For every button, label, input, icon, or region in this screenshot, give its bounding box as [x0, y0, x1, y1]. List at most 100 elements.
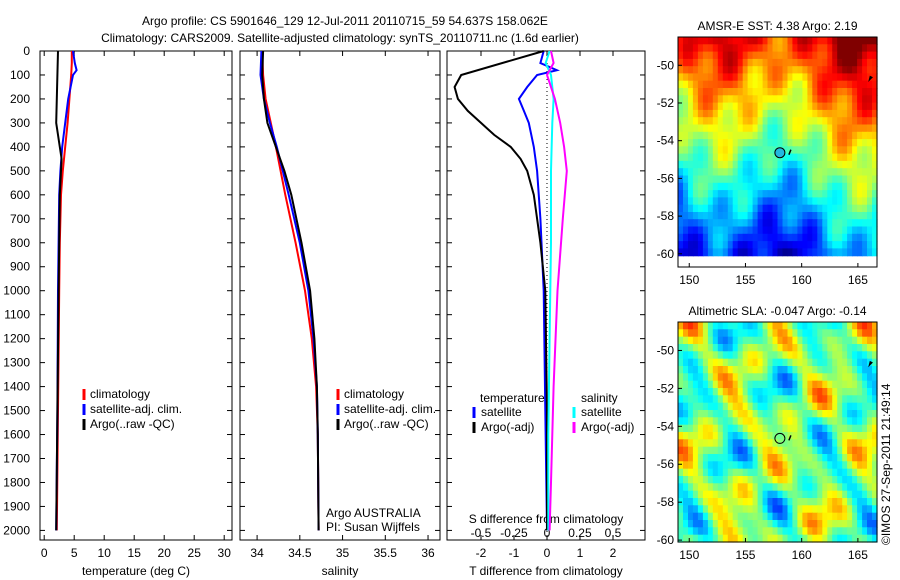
- map-cell: [757, 212, 764, 220]
- map-cell: [727, 219, 734, 228]
- map-cell: [767, 197, 774, 206]
- map-cell: [772, 410, 779, 418]
- map-cell: [683, 248, 689, 257]
- map-cell: [767, 248, 774, 257]
- map-cell: [797, 204, 803, 213]
- map-cell: [683, 417, 689, 426]
- y-tick-label: -52: [657, 381, 675, 395]
- map-cell: [807, 512, 813, 521]
- map-cell: [842, 358, 848, 367]
- map-cell: [762, 233, 769, 242]
- map-cell: [732, 168, 739, 177]
- map-cell: [777, 66, 784, 75]
- map-cell: [757, 432, 764, 440]
- map-cell: [812, 351, 818, 360]
- map-cell: [817, 109, 823, 118]
- map-cell: [732, 505, 739, 514]
- map-cell: [707, 131, 714, 140]
- map-cell: [692, 175, 699, 184]
- map-cell: [752, 373, 759, 382]
- map-cell: [822, 190, 828, 198]
- map-cell: [872, 534, 878, 543]
- map-cell: [737, 395, 744, 404]
- map-cell: [702, 498, 709, 506]
- map-cell: [857, 424, 863, 433]
- map-cell: [702, 51, 709, 60]
- map-cell: [732, 402, 739, 411]
- map-cell: [707, 468, 714, 477]
- map-cell: [832, 175, 838, 184]
- map-cell: [717, 197, 724, 206]
- map-cell: [717, 380, 724, 389]
- map-cell: [688, 527, 694, 536]
- map-cell: [742, 358, 749, 367]
- map-cell: [832, 410, 838, 418]
- map-cell: [707, 219, 714, 228]
- map-cell: [742, 424, 749, 433]
- map-cell: [688, 490, 694, 499]
- map-cell: [867, 197, 873, 206]
- map-cell: [742, 197, 749, 206]
- map-cell: [722, 248, 729, 257]
- map-cell: [697, 204, 704, 213]
- map-cell: [777, 527, 784, 536]
- map-cell: [787, 534, 794, 543]
- map-cell: [732, 395, 739, 404]
- map-cell: [732, 432, 739, 440]
- map-cell: [867, 446, 873, 455]
- map-cell: [712, 454, 719, 462]
- map-cell: [678, 410, 684, 418]
- map-cell: [717, 329, 724, 338]
- map-cell: [862, 241, 868, 249]
- map-cell: [852, 410, 858, 418]
- map-cell: [742, 190, 749, 198]
- map-cell: [822, 131, 828, 140]
- map-cell: [787, 424, 794, 433]
- map-cell: [697, 117, 704, 126]
- map-cell: [762, 388, 769, 396]
- map-cell: [867, 380, 873, 389]
- map-cell: [767, 388, 774, 396]
- map-cell: [692, 329, 699, 338]
- map-cell: [702, 402, 709, 411]
- map-cell: [872, 204, 878, 213]
- map-cell: [772, 468, 779, 477]
- map-cell: [767, 483, 774, 492]
- map-cell: [872, 476, 878, 484]
- map-cell: [842, 95, 848, 104]
- map-cell: [842, 219, 848, 228]
- map-cell: [817, 37, 823, 45]
- map-cell: [732, 476, 739, 484]
- map-cell: [782, 498, 789, 506]
- map-cell: [762, 204, 769, 213]
- map-cell: [727, 424, 734, 433]
- map-cell: [782, 226, 789, 235]
- map-cell: [752, 212, 759, 220]
- map-cell: [737, 439, 744, 448]
- map-cell: [683, 80, 689, 89]
- map-cell: [842, 351, 848, 360]
- map-cell: [797, 73, 803, 82]
- map-cell: [837, 146, 843, 155]
- map-cell: [792, 248, 798, 257]
- map-cell: [842, 417, 848, 426]
- map-cell: [762, 248, 769, 257]
- map-cell: [857, 498, 863, 506]
- y-tick-label: 1600: [3, 428, 30, 442]
- map-cell: [767, 102, 774, 111]
- map-cell: [732, 358, 739, 367]
- map-cell: [837, 410, 843, 418]
- map-cell: [837, 461, 843, 470]
- map-cell: [782, 476, 789, 484]
- map-cell: [747, 102, 754, 111]
- map-cell: [747, 182, 754, 191]
- map-cell: [802, 51, 808, 60]
- map-cell: [678, 197, 684, 206]
- map-cell: [777, 329, 784, 338]
- map-cell: [683, 344, 689, 352]
- legend-label: climatology: [344, 387, 404, 401]
- map-cell: [787, 344, 794, 352]
- map-cell: [787, 95, 794, 104]
- map-cell: [683, 432, 689, 440]
- map-cell: [722, 168, 729, 177]
